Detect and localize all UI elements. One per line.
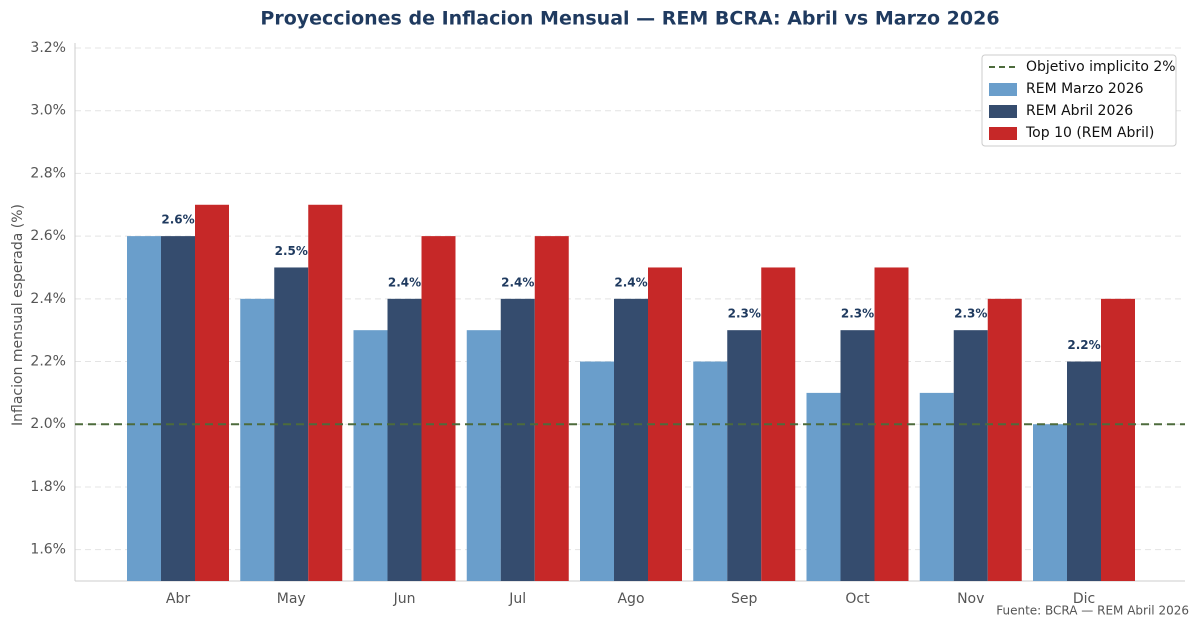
data-label: 2.4% bbox=[614, 275, 647, 289]
bar bbox=[308, 204, 343, 581]
x-tick-label: Jun bbox=[393, 591, 416, 607]
bar bbox=[580, 361, 614, 581]
legend-label: REM Abril 2026 bbox=[1026, 103, 1133, 119]
bar bbox=[727, 330, 762, 581]
bar bbox=[387, 298, 422, 581]
y-tick-label: 1.6% bbox=[30, 542, 66, 558]
data-label: 2.6% bbox=[161, 213, 194, 227]
bar bbox=[195, 204, 229, 581]
legend-box bbox=[981, 54, 1177, 147]
y-tick-label: 2.6% bbox=[30, 228, 66, 244]
legend-label: Top 10 (REM Abril) bbox=[1025, 125, 1154, 141]
bar bbox=[840, 330, 875, 581]
y-tick-label: 3.0% bbox=[30, 103, 66, 119]
bar bbox=[874, 267, 909, 581]
y-tick-label: 2.8% bbox=[30, 165, 66, 181]
bar bbox=[500, 298, 535, 581]
bar bbox=[127, 236, 161, 581]
x-tick-label: Oct bbox=[845, 591, 870, 607]
data-label: 2.3% bbox=[728, 307, 761, 321]
data-label: 2.4% bbox=[388, 275, 421, 289]
data-label: 2.4% bbox=[501, 275, 534, 289]
x-tick-label: Nov bbox=[957, 591, 984, 607]
data-label: 2.3% bbox=[954, 307, 987, 321]
data-label: 2.3% bbox=[841, 307, 874, 321]
bar bbox=[987, 298, 1022, 581]
x-tick-label: Jul bbox=[508, 591, 526, 607]
bar bbox=[1101, 298, 1135, 581]
bar bbox=[614, 298, 648, 581]
x-tick-label: Sep bbox=[731, 591, 758, 607]
x-tick-label: Abr bbox=[166, 591, 190, 607]
x-tick-label: Dic bbox=[1073, 591, 1095, 607]
chart-title: Proyecciones de Inflacion Mensual — REM … bbox=[260, 8, 999, 30]
x-tick-label: May bbox=[277, 591, 306, 607]
y-tick-label: 1.8% bbox=[30, 479, 66, 495]
bar bbox=[1033, 424, 1067, 581]
bar bbox=[919, 392, 954, 581]
source-note: Fuente: BCRA — REM Abril 2026 bbox=[996, 604, 1189, 618]
data-label: 2.2% bbox=[1067, 338, 1100, 352]
bar bbox=[466, 330, 501, 581]
bar bbox=[353, 330, 388, 581]
legend-swatch bbox=[989, 105, 1017, 118]
bar bbox=[161, 236, 195, 581]
y-tick-label: 2.2% bbox=[30, 354, 66, 370]
data-label: 2.5% bbox=[275, 244, 308, 258]
bar bbox=[953, 330, 988, 581]
legend-label: REM Marzo 2026 bbox=[1026, 81, 1144, 97]
legend-swatch bbox=[989, 83, 1017, 96]
x-tick-label: Ago bbox=[617, 591, 644, 607]
y-axis-label: Inflacion mensual esperada (%) bbox=[10, 204, 26, 426]
y-tick-label: 2.4% bbox=[30, 291, 66, 307]
bar bbox=[693, 361, 728, 581]
legend-label: Objetivo implicito 2% bbox=[1026, 59, 1176, 75]
y-tick-label: 3.2% bbox=[30, 40, 66, 56]
bar bbox=[1067, 361, 1101, 581]
bar bbox=[240, 298, 275, 581]
y-tick-label: 2.0% bbox=[30, 416, 66, 432]
bar bbox=[806, 392, 841, 581]
bar bbox=[534, 236, 569, 581]
bar bbox=[421, 236, 456, 581]
legend-swatch bbox=[989, 127, 1017, 140]
